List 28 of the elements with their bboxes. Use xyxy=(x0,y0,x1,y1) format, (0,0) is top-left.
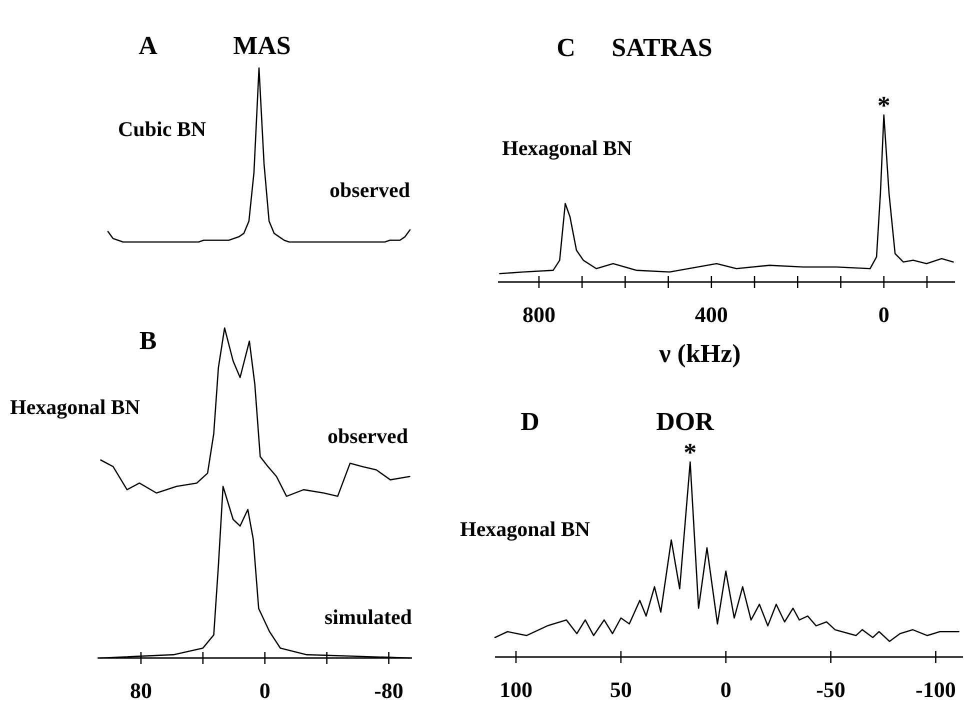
x-tick-label: 800 xyxy=(522,302,556,327)
series-label: simulated xyxy=(324,605,412,629)
x-tick-label: 400 xyxy=(694,302,728,327)
annotation: Hexagonal BN xyxy=(502,136,632,160)
x-tick-label: -100 xyxy=(916,677,956,702)
x-tick-label: 0 xyxy=(720,677,732,702)
series-label: observed xyxy=(330,178,410,202)
text: D xyxy=(520,407,540,436)
text: C xyxy=(556,33,576,62)
annotation: * xyxy=(684,438,697,467)
annotation: B xyxy=(139,326,157,355)
x-tick-label: 80 xyxy=(130,678,152,703)
chart-title: DOR xyxy=(656,407,714,436)
x-tick-label: 0 xyxy=(259,678,270,703)
annotation: Hexagonal BN xyxy=(460,517,590,541)
annotation: Hexagonal BN xyxy=(10,395,140,419)
series-label: observed xyxy=(328,424,408,448)
x-tick-label: 100 xyxy=(499,677,532,702)
x-tick-label: -50 xyxy=(816,677,846,702)
x-tick-label: 50 xyxy=(610,677,632,702)
x-tick-label: -80 xyxy=(374,678,404,703)
chart-title: SATRAS xyxy=(612,33,712,62)
text: A xyxy=(138,31,158,60)
x-tick-label: 0 xyxy=(878,302,890,327)
annotation: * xyxy=(877,91,890,120)
annotation: Cubic BN xyxy=(118,117,206,141)
chart-title: MAS xyxy=(233,31,291,60)
x-axis-title: ν (kHz) xyxy=(658,339,741,368)
